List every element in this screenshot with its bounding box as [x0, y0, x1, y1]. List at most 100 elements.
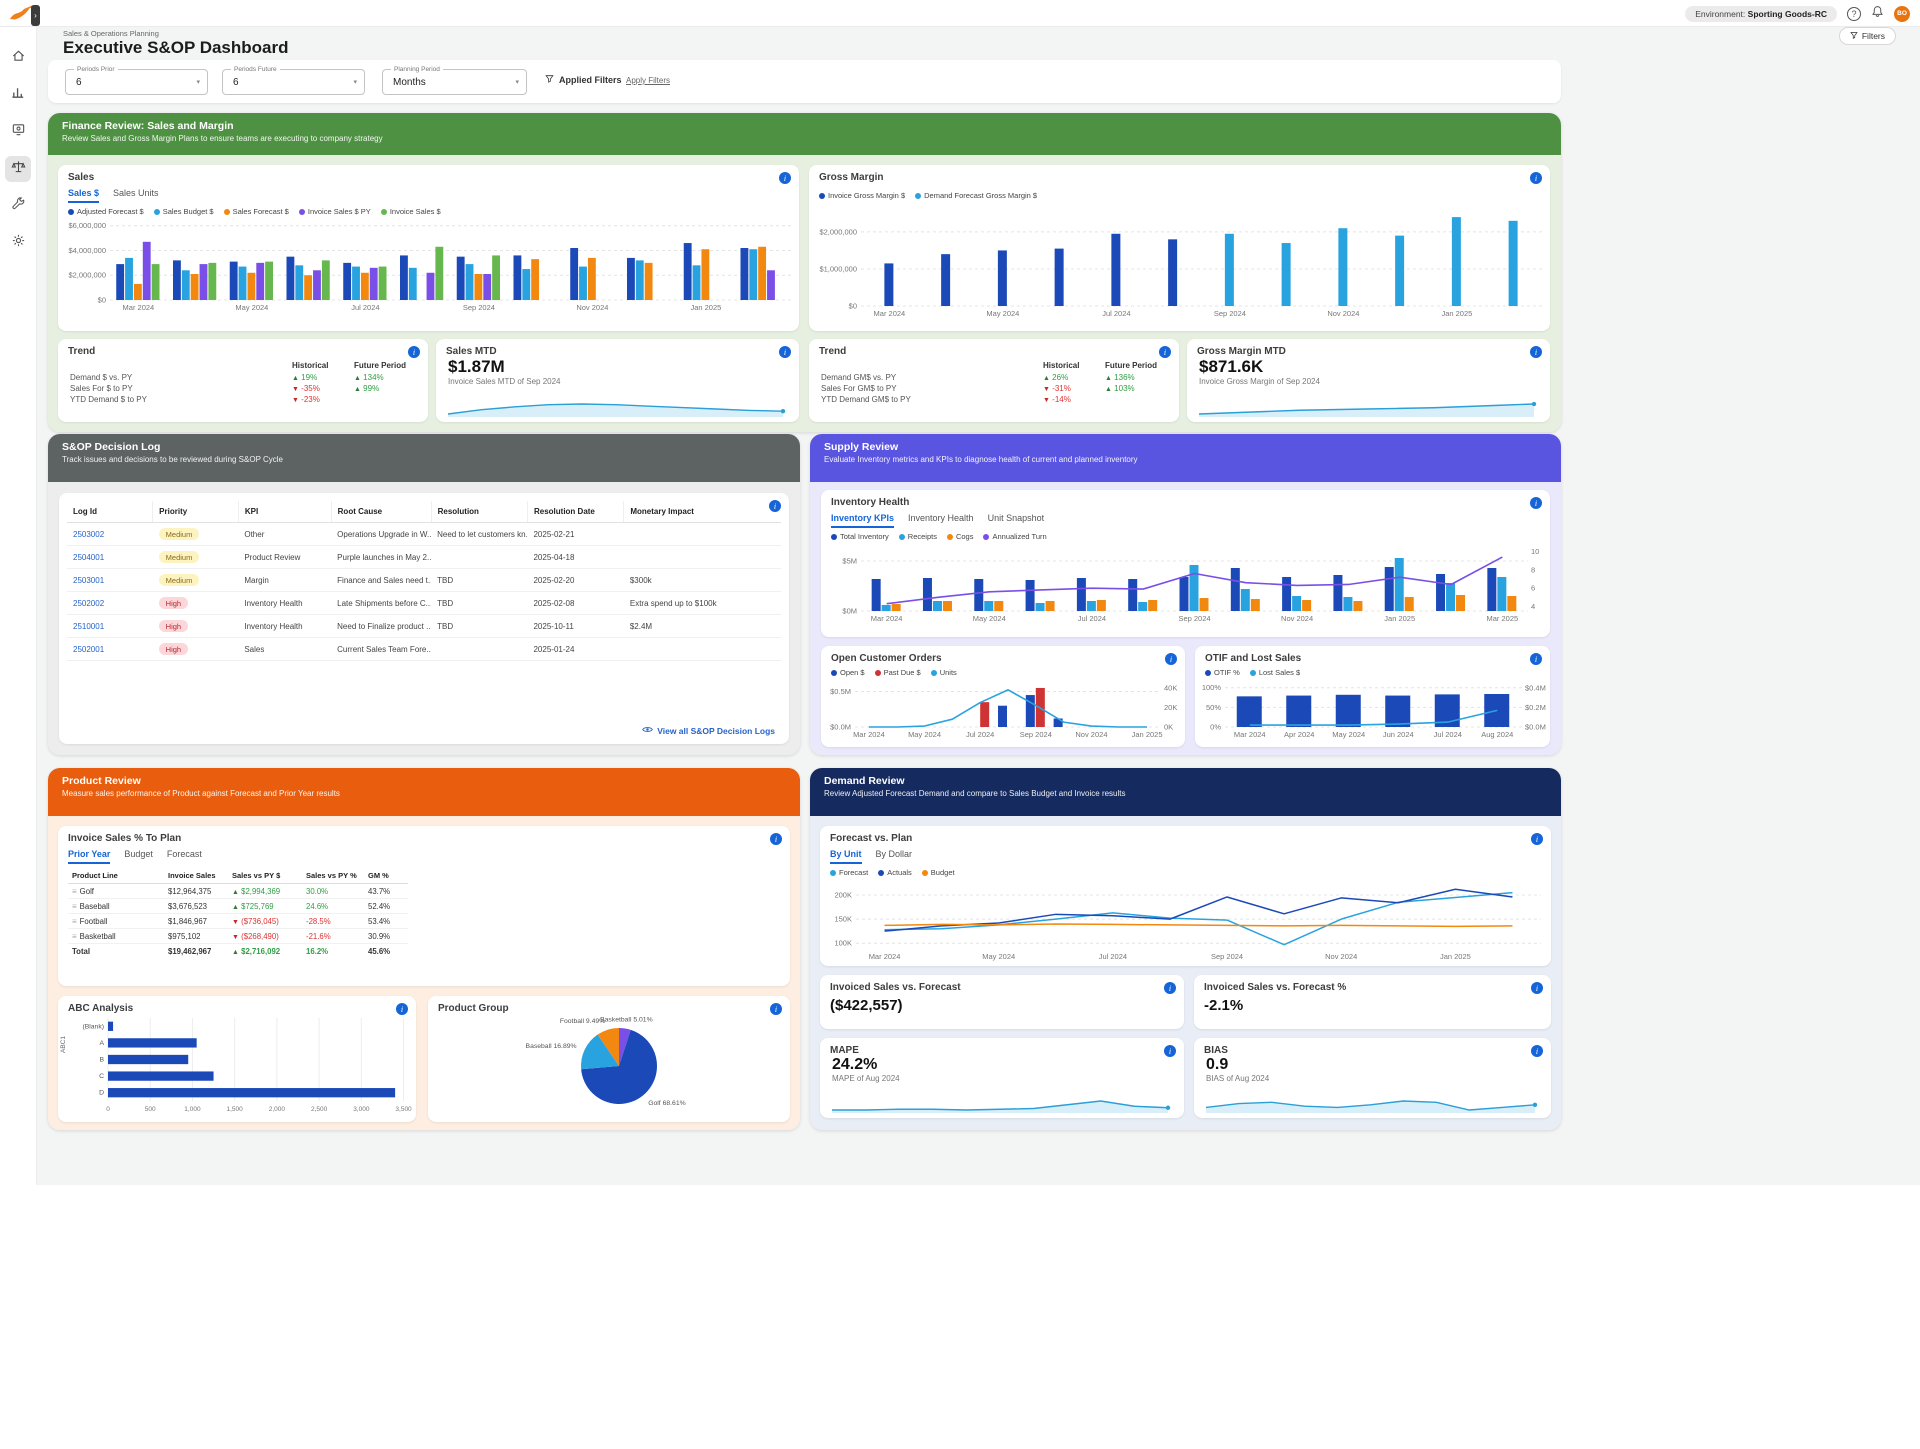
filters-button[interactable]: Filters [1838, 27, 1896, 45]
tab-budget[interactable]: Budget [124, 849, 153, 859]
legend-item[interactable]: Adjusted Forecast $ [68, 207, 144, 216]
svg-text:$0.0M: $0.0M [830, 723, 851, 732]
info-icon[interactable]: i [1530, 497, 1542, 509]
sales-trend-card: Trend i Historical Future Period Demand $ … [58, 339, 428, 422]
legend-item[interactable]: Past Due $ [874, 668, 921, 677]
legend-item[interactable]: Receipts [898, 532, 937, 541]
svg-text:May 2024: May 2024 [986, 309, 1019, 318]
svg-text:(Blank): (Blank) [82, 1023, 104, 1030]
legend-item[interactable]: Forecast [830, 868, 868, 877]
legend-item[interactable]: Invoice Sales $ [380, 207, 441, 216]
info-icon[interactable]: i [1531, 1045, 1543, 1057]
info-icon[interactable]: i [770, 833, 782, 845]
sidebar-expand-toggle[interactable]: › [31, 5, 40, 26]
drag-handle-icon[interactable]: ≡ [72, 901, 77, 911]
info-icon[interactable]: i [1164, 982, 1176, 994]
legend-item[interactable]: Sales Budget $ [153, 207, 214, 216]
inventory-chart: $5M $0M 10 8 6 4 Mar 2024 May 2024 Jul 2024 Sep 2… [821, 541, 1550, 623]
info-icon[interactable]: i [396, 1003, 408, 1015]
svg-text:20K: 20K [1164, 703, 1177, 712]
tab-prior-year[interactable]: Prior Year [68, 849, 111, 864]
mape-card: MAPE i 24.2% MAPE of Aug 2024 [820, 1038, 1184, 1118]
info-icon[interactable]: i [1530, 653, 1542, 665]
log-id-link[interactable]: 2504001 [73, 552, 105, 562]
legend-item[interactable]: Units [930, 668, 957, 677]
legend-dot [153, 208, 160, 215]
trend-row: YTD Demand $ to PY ▼ -23% [70, 395, 320, 404]
svg-text:$2,000,000: $2,000,000 [819, 227, 857, 236]
applied-filters-button[interactable]: Applied Filters [545, 74, 622, 85]
sales-legend: Adjusted Forecast $ Sales Budget $ Sales F… [58, 203, 799, 216]
info-icon[interactable]: i [1159, 346, 1171, 358]
drag-handle-icon[interactable]: ≡ [72, 886, 77, 896]
balance-icon [11, 159, 26, 179]
log-id-link[interactable]: 2503001 [73, 575, 105, 585]
svg-text:Jul 2024: Jul 2024 [1102, 309, 1130, 318]
priority-badge: High [158, 597, 189, 609]
legend-item[interactable]: Annualized Turn [983, 532, 1047, 541]
legend-item[interactable]: Total Inventory [831, 532, 889, 541]
legend-item[interactable]: Lost Sales $ [1249, 668, 1300, 677]
legend-item[interactable]: Sales Forecast $ [223, 207, 289, 216]
svg-text:Sep 2024: Sep 2024 [1178, 614, 1210, 623]
inventory-health-card: Inventory Health i Inventory KPIs Invento… [821, 490, 1550, 637]
log-id-link[interactable]: 2502002 [73, 598, 105, 608]
sidebar-item-analytics[interactable] [5, 82, 31, 108]
sidebar-item-tools[interactable] [5, 193, 31, 219]
sidebar-item-home[interactable] [5, 45, 31, 71]
tab-sales-[interactable]: Sales $ [68, 188, 100, 203]
info-icon[interactable]: i [1531, 833, 1543, 845]
svg-text:$4,000,000: $4,000,000 [68, 246, 106, 255]
svg-text:Apr 2024: Apr 2024 [1284, 730, 1314, 739]
tab-unit-snapshot[interactable]: Unit Snapshot [987, 513, 1045, 523]
legend-dot [915, 192, 922, 199]
filter-bar: Periods Prior 6 ▾ Periods Future 6 ▾ Pla… [48, 60, 1561, 103]
legend-item[interactable]: Budget [921, 868, 955, 877]
help-icon[interactable]: ? [1847, 6, 1861, 21]
info-icon[interactable]: i [1530, 172, 1542, 184]
legend-item[interactable]: Invoice Sales $ PY [298, 207, 371, 216]
log-id-link[interactable]: 2510001 [73, 621, 105, 631]
periods-future-select[interactable]: Periods Future 6 ▾ [222, 65, 365, 95]
gross-margin-mtd-card: Gross Margin MTD i $871.6K Invoice Gross… [1187, 339, 1550, 422]
info-icon[interactable]: i [408, 346, 420, 358]
tab-by-unit[interactable]: By Unit [830, 849, 862, 864]
info-icon[interactable]: i [769, 500, 781, 512]
log-id-link[interactable]: 2503002 [73, 529, 105, 539]
avatar[interactable]: BO [1894, 5, 1910, 22]
sidebar-item-planning[interactable] [5, 119, 31, 145]
tab-inventory-kpis[interactable]: Inventory KPIs [831, 513, 895, 528]
info-icon[interactable]: i [770, 1003, 782, 1015]
apply-filters-link[interactable]: Apply Filters [626, 76, 671, 85]
legend-item[interactable]: OTIF % [1205, 668, 1240, 677]
planning-period-select[interactable]: Planning Period Months ▾ [382, 65, 527, 95]
tab-forecast[interactable]: Forecast [166, 849, 202, 859]
table-row: 2503001 Medium Margin Finance and Sales nee… [67, 568, 781, 592]
drag-handle-icon[interactable]: ≡ [72, 916, 77, 926]
info-icon[interactable]: i [779, 172, 791, 184]
info-icon[interactable]: i [1164, 1045, 1176, 1057]
sidebar-item-sop-dashboard[interactable] [5, 156, 31, 182]
trend-row: Sales For GM$ to PY ▼ -31% ▲ 103% [821, 384, 1135, 393]
tab-inventory-health[interactable]: Inventory Health [908, 513, 974, 523]
sidebar-item-settings[interactable] [5, 230, 31, 256]
legend-dot [921, 869, 928, 876]
legend-item[interactable]: Actuals [878, 868, 912, 877]
legend-item[interactable]: Invoice Gross Margin $ [819, 191, 905, 200]
info-icon[interactable]: i [1530, 346, 1542, 358]
log-id-link[interactable]: 2502001 [73, 644, 105, 654]
legend-item[interactable]: Demand Forecast Gross Margin $ [915, 191, 1037, 200]
environment-pill[interactable]: Environment: Sporting Goods-RC [1685, 5, 1837, 22]
legend-item[interactable]: Open $ [831, 668, 865, 677]
drag-handle-icon[interactable]: ≡ [72, 931, 77, 941]
info-icon[interactable]: i [779, 346, 791, 358]
info-icon[interactable]: i [1165, 653, 1177, 665]
info-icon[interactable]: i [1531, 982, 1543, 994]
legend-item[interactable]: Cogs [946, 532, 973, 541]
view-all-decision-logs-link[interactable]: View all S&OP Decision Logs [642, 725, 775, 736]
tab-sales-units[interactable]: Sales Units [113, 188, 159, 198]
svg-text:6: 6 [1531, 584, 1535, 593]
periods-prior-select[interactable]: Periods Prior 6 ▾ [65, 65, 208, 95]
tab-by-dollar[interactable]: By Dollar [875, 849, 913, 859]
notifications-icon[interactable] [1871, 5, 1884, 23]
